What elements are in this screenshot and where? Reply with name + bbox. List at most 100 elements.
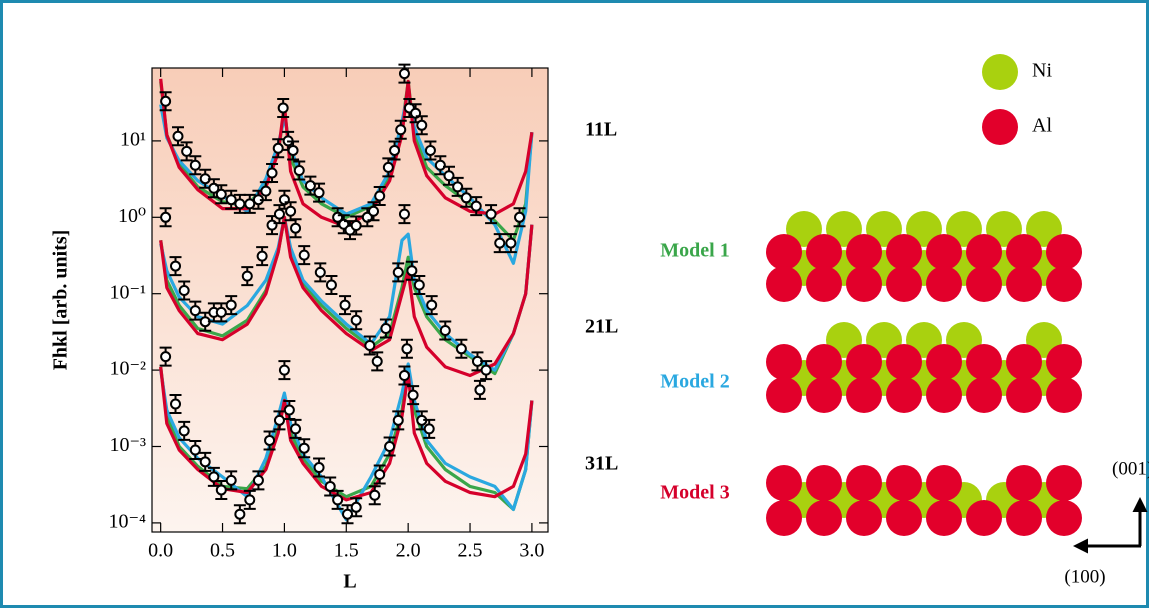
data-point <box>254 476 263 485</box>
al-atom <box>1046 234 1082 270</box>
al-atom <box>886 377 922 413</box>
al-atom <box>766 234 802 270</box>
al-atom <box>846 465 882 501</box>
al-atom <box>806 344 842 380</box>
data-point <box>295 166 304 175</box>
data-point <box>409 391 418 400</box>
al-atom <box>926 377 962 413</box>
al-atom <box>806 377 842 413</box>
data-point <box>227 195 236 204</box>
al-atom <box>926 465 962 501</box>
data-point <box>400 210 409 219</box>
data-point <box>385 442 394 451</box>
y-tick-label: 10⁻⁴ <box>108 510 146 532</box>
data-point <box>425 424 434 433</box>
al-atom <box>806 234 842 270</box>
data-point <box>306 181 315 190</box>
data-point <box>506 239 515 248</box>
data-point <box>227 476 236 485</box>
rod-label: 11L <box>585 119 617 141</box>
al-atom <box>846 344 882 380</box>
data-point <box>327 280 336 289</box>
data-point <box>394 416 403 425</box>
al-atom <box>806 266 842 302</box>
data-point <box>235 199 244 208</box>
data-point <box>400 371 409 380</box>
data-point <box>343 510 352 519</box>
x-tick-label: 0.0 <box>148 540 173 562</box>
data-point <box>390 146 399 155</box>
data-point <box>333 495 342 504</box>
x-tick-label: 2.0 <box>396 540 421 562</box>
data-point <box>217 485 226 494</box>
al-atom <box>1006 266 1042 302</box>
rod-label: 31L <box>585 453 618 475</box>
data-point <box>171 262 180 271</box>
data-point <box>280 366 289 375</box>
data-point <box>180 426 189 435</box>
data-point <box>487 210 496 219</box>
data-point <box>171 399 180 408</box>
al-atom <box>926 344 962 380</box>
data-point <box>291 424 300 433</box>
data-point <box>235 510 244 519</box>
al-atom <box>886 465 922 501</box>
data-point <box>191 445 200 454</box>
data-point <box>402 344 411 353</box>
al-atom <box>966 344 1002 380</box>
al-atom <box>766 465 802 501</box>
data-point <box>285 406 294 415</box>
data-point <box>315 188 324 197</box>
data-point <box>316 268 325 277</box>
al-atom <box>966 377 1002 413</box>
data-point <box>426 146 435 155</box>
al-atom <box>806 500 842 536</box>
x-axis-label: L <box>343 571 356 593</box>
al-atom <box>966 266 1002 302</box>
data-point <box>261 187 270 196</box>
data-point <box>161 213 170 222</box>
al-atom <box>806 465 842 501</box>
data-point <box>161 97 170 106</box>
y-axis-label: Fhkl [arb. units] <box>50 230 72 371</box>
data-point <box>352 316 361 325</box>
data-point <box>245 495 254 504</box>
y-tick-label: 10⁻¹ <box>109 281 146 303</box>
data-point <box>227 301 236 310</box>
data-point <box>407 266 416 275</box>
al-atom <box>1006 377 1042 413</box>
data-point <box>475 385 484 394</box>
al-atom <box>1046 377 1082 413</box>
data-point <box>400 69 409 78</box>
al-atom <box>926 500 962 536</box>
data-point <box>274 144 283 153</box>
data-point <box>217 190 226 199</box>
al-atom <box>1046 344 1082 380</box>
al-atom <box>1046 465 1082 501</box>
data-point <box>415 280 424 289</box>
data-point <box>268 221 277 230</box>
model-label: Model 1 <box>660 240 729 262</box>
data-point <box>453 182 462 191</box>
data-point <box>201 457 210 466</box>
al-atom <box>886 344 922 380</box>
data-point <box>268 169 277 178</box>
data-point <box>180 286 189 295</box>
al-atom <box>1006 465 1042 501</box>
data-point <box>300 251 309 260</box>
y-tick-label: 10⁻² <box>109 358 146 380</box>
data-point <box>326 482 335 491</box>
al-atom <box>766 500 802 536</box>
figure: L Fhkl [arb. units] (001) (100) 10⁻⁴10⁻³… <box>0 0 1149 608</box>
data-point <box>375 470 384 479</box>
data-point <box>417 121 426 130</box>
x-tick-label: 3.0 <box>519 540 544 562</box>
data-point <box>375 192 384 201</box>
al-atom <box>926 234 962 270</box>
legend-label: Ni <box>1032 60 1052 82</box>
data-point <box>457 344 466 353</box>
al-atom <box>966 500 1002 536</box>
data-point <box>365 341 374 350</box>
data-point <box>396 125 405 134</box>
x-tick-label: 0.5 <box>210 540 235 562</box>
